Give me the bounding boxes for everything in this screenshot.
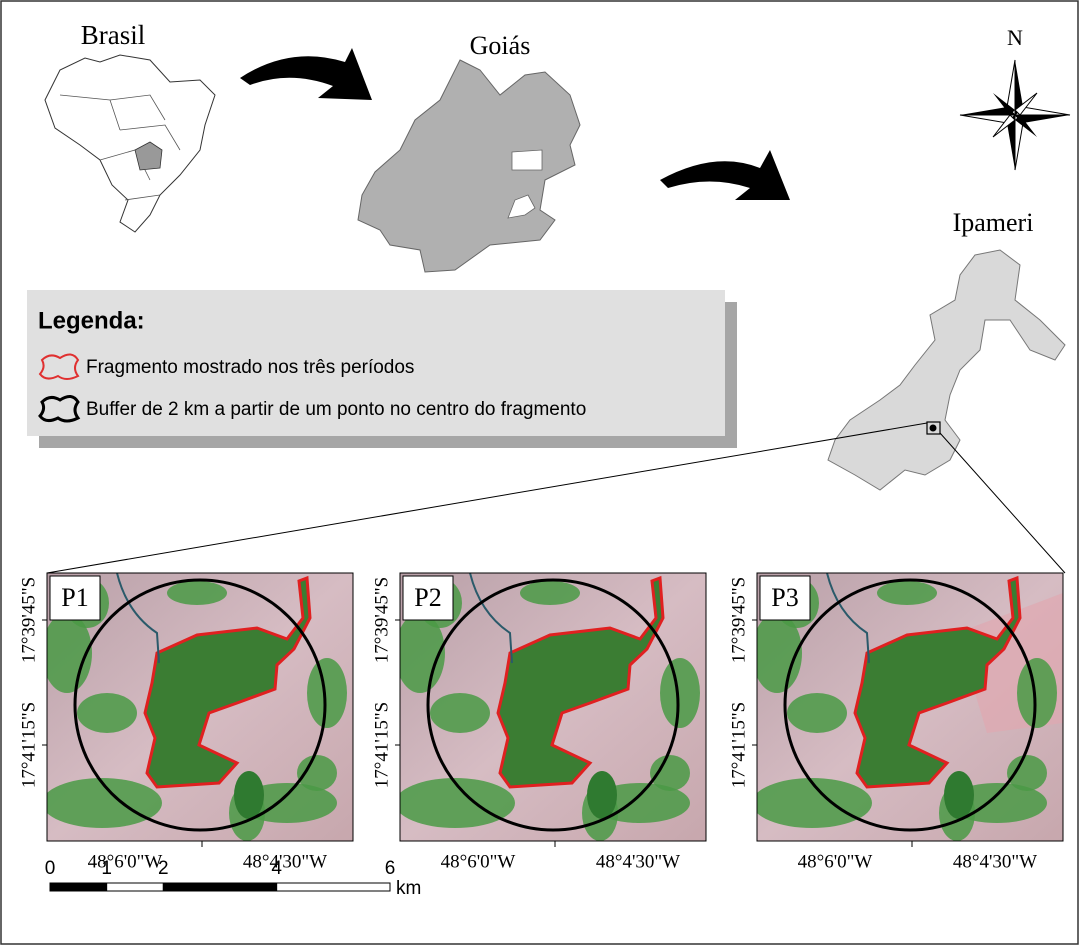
vegetation [395,778,515,828]
brasil-label: Brasil [81,20,146,50]
scale-label: 4 [271,858,282,879]
scale-label: 1 [101,858,112,879]
body: {"locator": {"brasil": "Brasil", "goias"… [0,0,1080,946]
page: Mapa de localização body { margin: 0; ba… [0,0,1080,946]
map-figure: Brasil Goiás N Ipameri Legenda: Fragment… [0,0,1080,946]
panel: P1 17°39'45"S 17°41'15"S 48°6'0"W 48°4'30"W [18,573,353,872]
legend-item: Buffer de 2 km a partir de um ponto no c… [86,399,586,420]
lon-label: 48°6'0"W [88,851,163,872]
lat-label: 17°41'15"S [18,702,39,788]
vegetation [587,771,617,819]
lon-label: 48°6'0"W [798,851,873,872]
lat-label: 17°39'45"S [728,577,749,663]
goias-hole [512,150,542,170]
panel-label: P2 [414,583,441,612]
vegetation [430,693,490,733]
panel: P3 17°39'45"S 17°41'15"S 48°6'0"W 48°4'30"W [728,573,1063,872]
scale-segment [50,883,107,891]
north-label: N [1007,25,1023,50]
scale-segment [163,883,276,891]
lat-label: 17°41'15"S [728,702,749,788]
vegetation [752,778,872,828]
scale-label: 0 [45,858,56,879]
scale-segment [277,883,390,891]
lat-label: 17°39'45"S [371,577,392,663]
vegetation [42,778,162,828]
vegetation [77,693,137,733]
vegetation [877,581,937,605]
scale-label: 2 [158,858,169,879]
legend-title: Legenda: [38,307,145,334]
lon-label: 48°4'30"W [953,851,1037,872]
lat-label: 17°39'45"S [18,577,39,663]
panel: P2 17°39'45"S 17°41'15"S 48°6'0"W 48°4'30"W [371,573,706,872]
vegetation [307,658,347,728]
scale-segment [107,883,164,891]
legend-item: Fragmento mostrado nos três períodos [86,357,414,378]
vegetation [234,771,264,819]
lon-label: 48°4'30"W [243,851,327,872]
vegetation [787,693,847,733]
vegetation [1017,658,1057,728]
lon-label: 48°6'0"W [441,851,516,872]
scale-label: 6 [385,858,396,879]
vegetation [944,771,974,819]
panel-label: P1 [61,583,88,612]
vegetation [650,755,690,791]
lon-label: 48°4'30"W [596,851,680,872]
vegetation [520,581,580,605]
vegetation [297,755,337,791]
study-point [930,425,937,432]
lat-label: 17°41'15"S [371,702,392,788]
ipameri-label: Ipameri [953,208,1034,237]
panel-label: P3 [771,583,798,612]
vegetation [167,581,227,605]
goias-label: Goiás [470,31,531,60]
vegetation [660,658,700,728]
scale-unit: km [396,878,421,899]
vegetation [1007,755,1047,791]
